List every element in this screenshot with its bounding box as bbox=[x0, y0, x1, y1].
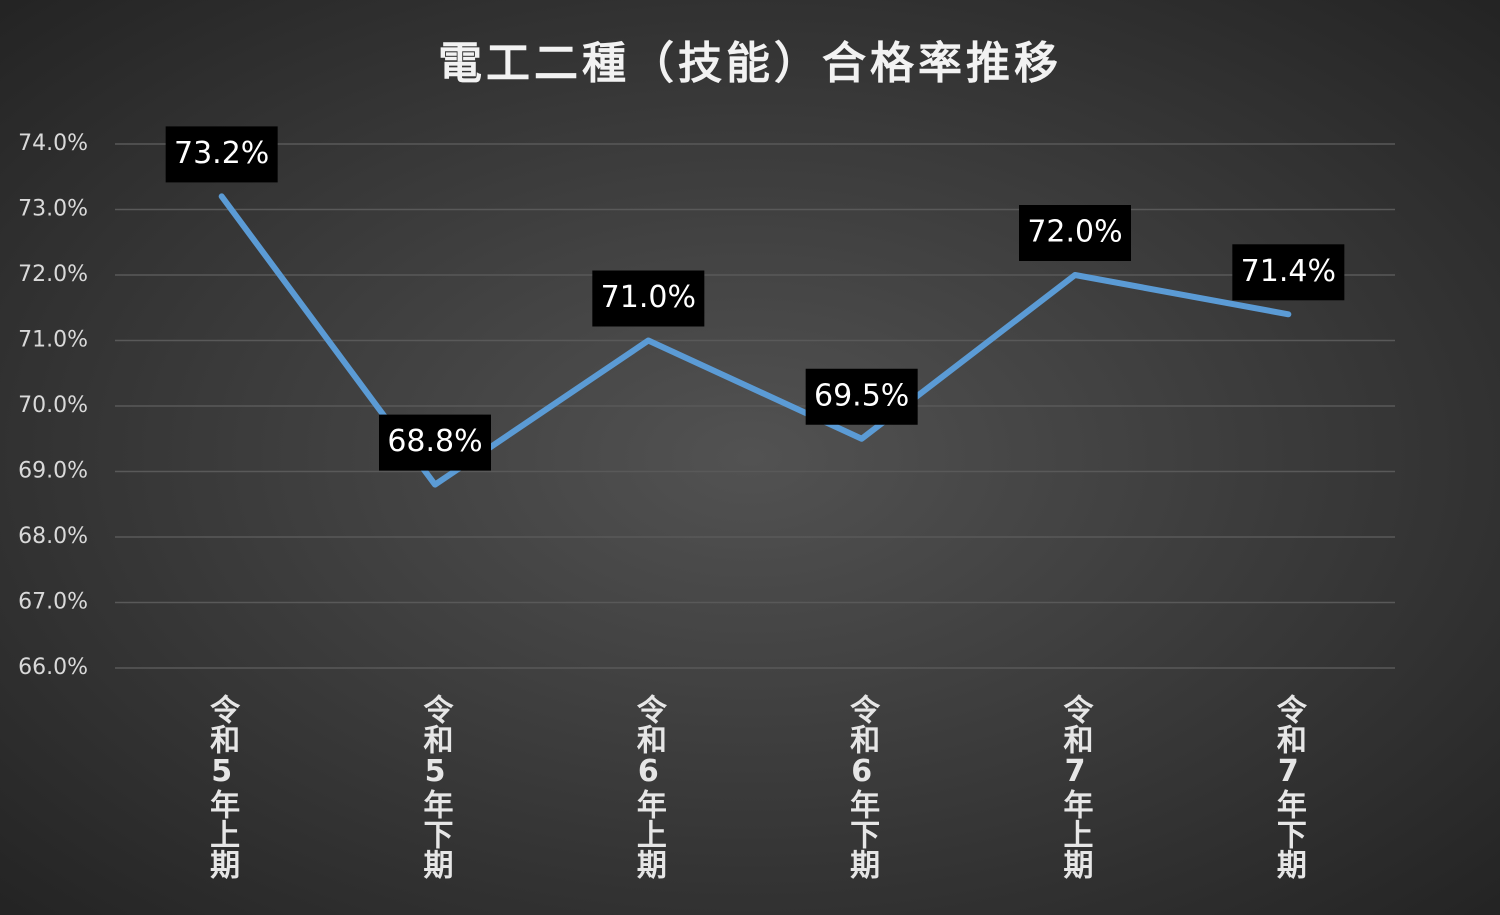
data-label: 69.5% bbox=[805, 368, 918, 425]
y-tick-label: 74.0% bbox=[18, 131, 88, 156]
y-tick-label: 69.0% bbox=[18, 459, 88, 484]
data-label-box bbox=[592, 270, 705, 327]
data-label: 71.0% bbox=[592, 270, 705, 327]
data-label: 71.4% bbox=[1232, 244, 1345, 301]
x-tick-label: 令和6年上期 bbox=[631, 693, 667, 880]
data-label-box bbox=[379, 414, 491, 471]
data-label-box bbox=[1019, 205, 1131, 261]
chart-title: 電工二種（技能）合格率推移 bbox=[438, 38, 1062, 89]
y-tick-label: 72.0% bbox=[18, 262, 88, 287]
y-tick-label: 71.0% bbox=[18, 328, 88, 353]
x-tick-label: 令和7年上期 bbox=[1058, 693, 1094, 880]
data-label-text: 72.0% bbox=[1027, 215, 1122, 250]
data-label-text: 71.0% bbox=[601, 280, 696, 315]
data-label: 68.8% bbox=[379, 414, 491, 471]
y-tick-label: 73.0% bbox=[18, 197, 88, 222]
data-label-text: 71.4% bbox=[1241, 254, 1336, 289]
x-tick-label: 令和5年下期 bbox=[418, 693, 454, 880]
data-label: 73.2% bbox=[165, 126, 278, 183]
data-label: 72.0% bbox=[1019, 205, 1131, 261]
x-tick-label: 令和5年上期 bbox=[204, 693, 240, 880]
x-tick-label: 令和6年下期 bbox=[844, 693, 880, 880]
data-label-box bbox=[165, 126, 278, 183]
data-label-box bbox=[805, 368, 918, 425]
y-tick-label: 70.0% bbox=[18, 393, 88, 418]
y-tick-label: 67.0% bbox=[18, 590, 88, 615]
data-label-text: 69.5% bbox=[814, 378, 909, 413]
y-tick-label: 66.0% bbox=[18, 655, 88, 680]
data-label-text: 68.8% bbox=[387, 424, 482, 459]
data-label-box bbox=[1232, 244, 1345, 301]
y-tick-label: 68.0% bbox=[18, 524, 88, 549]
x-tick-label: 令和7年下期 bbox=[1271, 693, 1307, 880]
data-label-text: 73.2% bbox=[174, 136, 269, 171]
